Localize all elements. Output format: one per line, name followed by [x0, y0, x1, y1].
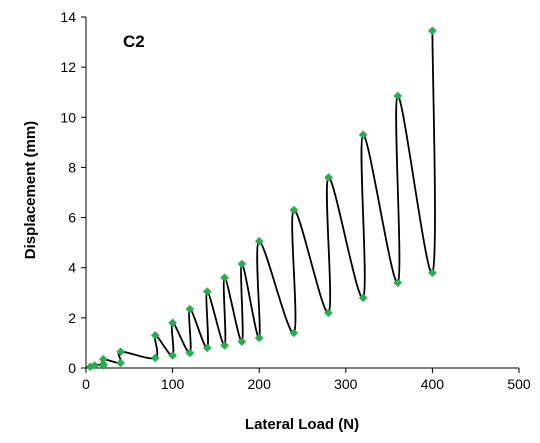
axes: [85, 17, 519, 369]
y-tick-label: 2: [68, 310, 76, 326]
data-point: [90, 361, 100, 370]
tick-marks: [81, 16, 520, 373]
y-tick-label: 0: [68, 360, 76, 376]
x-tick-label: 200: [248, 376, 272, 392]
data-point: [289, 328, 299, 338]
data-point: [289, 205, 299, 215]
data-point: [254, 237, 264, 246]
data-point: [168, 318, 177, 328]
data-point: [202, 287, 212, 296]
x-tick-label: 0: [82, 376, 90, 392]
data-point: [150, 331, 160, 340]
data-point: [116, 358, 125, 368]
data-point: [220, 341, 229, 350]
data-point: [358, 130, 368, 140]
data-point: [168, 351, 177, 360]
y-tick-label: 10: [60, 109, 76, 125]
series-line: [90, 30, 436, 368]
x-tick-label: 300: [334, 376, 358, 392]
x-tick-label: 100: [161, 376, 185, 392]
data-point: [98, 361, 108, 370]
x-tick-label: 500: [507, 376, 531, 392]
x-axis-label: Lateral Load (N): [245, 416, 359, 433]
y-tick-label: 12: [60, 59, 76, 75]
data-point: [116, 347, 125, 357]
data-point: [358, 293, 368, 303]
y-tick-label: 14: [60, 9, 76, 25]
data-point: [202, 343, 212, 353]
tick-labels: 0 100 200 300 400 500 0 2 4 6 8 10 12 14: [60, 9, 530, 392]
data-point: [393, 91, 403, 101]
data-point: [428, 26, 437, 36]
data-point: [254, 333, 264, 343]
x-tick-label: 400: [421, 376, 445, 392]
data-point: [324, 308, 333, 318]
data-point: [393, 278, 403, 288]
data-point: [324, 173, 333, 182]
data-point: [428, 268, 437, 278]
plot-area: [85, 26, 437, 372]
y-tick-label: 8: [68, 159, 76, 175]
data-point: [185, 304, 195, 314]
data-point: [237, 259, 247, 269]
y-axis-label: Displacement (mm): [22, 121, 39, 259]
data-point: [185, 348, 195, 358]
y-tick-label: 4: [68, 260, 76, 276]
data-point: [220, 273, 229, 283]
data-point: [98, 354, 108, 364]
y-tick-label: 6: [68, 210, 76, 226]
data-point: [237, 337, 247, 347]
data-point: [150, 353, 160, 363]
chart-annotation: C2: [123, 32, 145, 51]
